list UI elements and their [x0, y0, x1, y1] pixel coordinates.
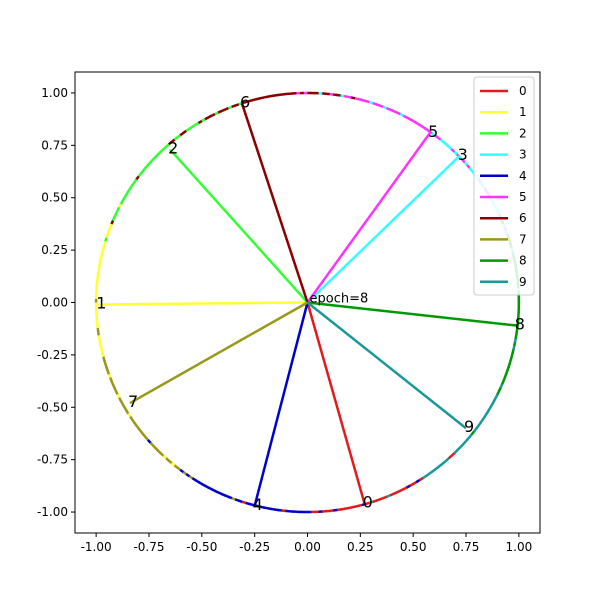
point-label-6: 6 [240, 92, 250, 111]
epoch-annotation: epoch=8 [310, 292, 369, 307]
y-tick-label: 0.50 [41, 191, 68, 205]
series-line-1 [98, 303, 307, 305]
y-tick-label: 0.00 [41, 296, 68, 310]
point-label-0: 0 [363, 493, 373, 512]
legend-label-6: 6 [519, 211, 527, 225]
x-tick-label: 0.75 [453, 540, 480, 554]
y-tick-label: -0.50 [37, 400, 68, 414]
series-line-3 [308, 156, 460, 303]
legend-label-3: 3 [519, 148, 527, 162]
legend-label-1: 1 [519, 105, 527, 119]
series-line-0 [308, 303, 365, 504]
point-label-2: 2 [168, 139, 178, 158]
x-tick-label: 1.00 [506, 540, 533, 554]
y-tick-label: -0.75 [37, 453, 68, 467]
series-line-4 [255, 303, 308, 506]
series-line-9 [308, 303, 467, 429]
series-line-6 [242, 103, 308, 302]
point-label-3: 3 [458, 145, 468, 164]
legend-label-5: 5 [519, 190, 527, 204]
legend-label-7: 7 [519, 232, 527, 246]
series-line-5 [308, 133, 431, 303]
point-label-1: 1 [96, 294, 106, 313]
series-lines [98, 103, 517, 505]
x-tick-label: 0.00 [294, 540, 321, 554]
point-label-8: 8 [515, 315, 525, 334]
point-label-7: 7 [128, 392, 138, 411]
x-tick-label: 0.25 [347, 540, 374, 554]
x-tick-label: 0.50 [400, 540, 427, 554]
legend-label-2: 2 [519, 126, 527, 140]
point-label-4: 4 [253, 495, 263, 514]
y-tick-label: 0.25 [41, 243, 68, 257]
legend-label-9: 9 [519, 275, 527, 289]
series-line-7 [130, 303, 308, 404]
x-tick-label: -0.50 [186, 540, 217, 554]
legend: 0 1 2 3 4 5 6 7 8 9 [474, 77, 534, 295]
legend-label-8: 8 [519, 254, 527, 268]
x-tick-label: -0.25 [239, 540, 270, 554]
x-tick-label: -0.75 [133, 540, 164, 554]
y-tick-label: 0.75 [41, 138, 68, 152]
y-tick-label: -1.00 [37, 505, 68, 519]
series-line-2 [170, 150, 307, 303]
legend-label-0: 0 [519, 84, 527, 98]
point-label-9: 9 [464, 417, 474, 436]
y-tick-label: 1.00 [41, 86, 68, 100]
x-tick-label: -1.00 [81, 540, 112, 554]
y-tick-label: -0.25 [37, 348, 68, 362]
point-label-5: 5 [428, 122, 438, 141]
legend-label-4: 4 [519, 169, 527, 183]
